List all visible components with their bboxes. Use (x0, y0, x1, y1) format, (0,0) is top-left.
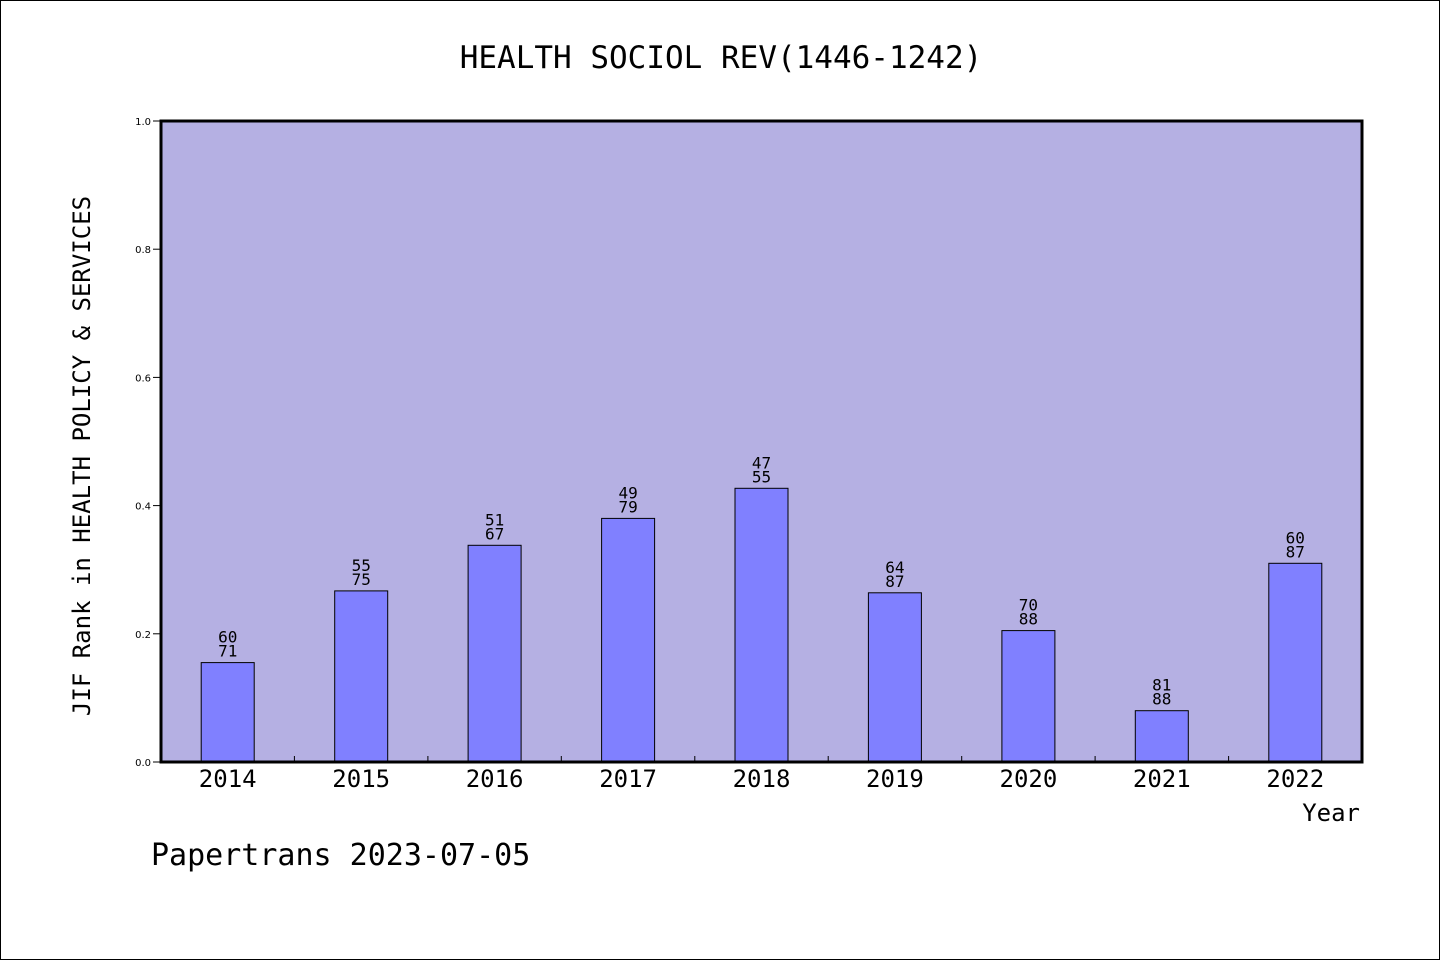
bar-2020 (1001, 630, 1056, 763)
x-tick-label-2016: 2016 (466, 765, 524, 793)
x-tick-label-2020: 2020 (1000, 765, 1058, 793)
bar-total-label-2019: 87 (885, 572, 904, 591)
bar-rank-label-2016: 51 (485, 510, 504, 529)
y-tick-label: 0.0 (135, 758, 151, 769)
bar-rank-label-2019: 64 (885, 558, 904, 577)
bar-total-label-2022: 87 (1286, 542, 1305, 561)
bar-rank-label-2017: 49 (618, 483, 637, 502)
y-tick-label: 1.0 (135, 117, 151, 128)
bar-total-label-2016: 67 (485, 524, 504, 543)
footer-source-date: Papertrans 2023-07-05 (151, 838, 530, 873)
y-tick-label: 0.6 (135, 373, 151, 384)
y-axis-label: JIF Rank in HEALTH POLICY & SERVICES (68, 196, 96, 716)
bar-2016 (467, 544, 522, 763)
bar-2015 (334, 590, 389, 763)
bar-rank-label-2015: 55 (352, 556, 371, 575)
x-axis: 2014 2015 2016 2017 2018 2019 2020 2021 2022 (199, 756, 1324, 793)
bar-rank-label-2020: 70 (1019, 596, 1038, 615)
x-tick-label-2014: 2014 (199, 765, 257, 793)
bar-2014 (200, 662, 255, 763)
bar-total-label-2018: 55 (752, 467, 771, 486)
bar-total-label-2020: 88 (1019, 610, 1038, 629)
x-tick-label-2015: 2015 (332, 765, 390, 793)
x-axis-label: Year (1302, 799, 1360, 827)
y-tick-label: 0.4 (135, 502, 151, 513)
x-tick-label-2019: 2019 (866, 765, 924, 793)
chart-title: HEALTH SOCIOL REV(1446-1242) (460, 40, 983, 76)
bar-total-label-2021: 88 (1152, 690, 1171, 709)
bar-rank-label-2022: 60 (1286, 528, 1305, 547)
bar-2018 (734, 487, 789, 763)
y-tick-label: 0.8 (135, 245, 151, 256)
y-axis: 0.0 0.2 0.4 0.6 0.8 1.0 (135, 117, 161, 769)
x-tick-label-2021: 2021 (1133, 765, 1191, 793)
x-tick-label-2022: 2022 (1266, 765, 1324, 793)
bar-2022 (1268, 562, 1323, 763)
bar-total-label-2017: 79 (618, 497, 637, 516)
bars-layer (200, 487, 1323, 763)
bar-total-label-2015: 75 (352, 570, 371, 589)
bar-rank-label-2021: 81 (1152, 676, 1171, 695)
y-tick-label: 0.2 (135, 630, 151, 641)
bar-rank-label-2018: 47 (752, 453, 771, 472)
bar-rank-label-2014: 60 (218, 628, 237, 647)
bar-2019 (867, 592, 922, 763)
bar-2017 (601, 517, 656, 763)
x-tick-label-2018: 2018 (733, 765, 791, 793)
x-tick-label-2017: 2017 (599, 765, 657, 793)
bar-total-label-2014: 71 (218, 642, 237, 661)
plot-border (159, 119, 1364, 764)
bar-2021 (1134, 710, 1189, 763)
